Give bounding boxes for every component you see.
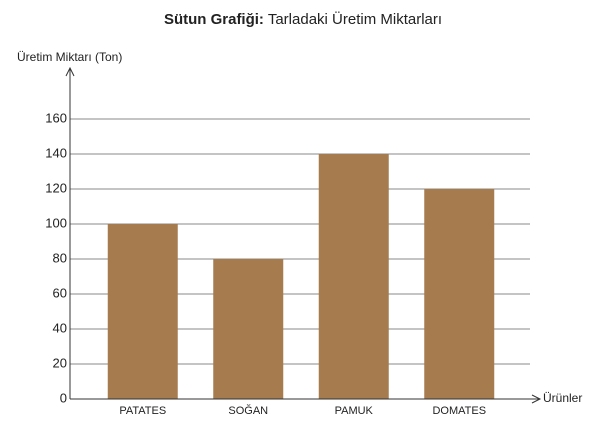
y-tick-label: 0: [60, 390, 67, 405]
bars: [107, 154, 495, 399]
y-tick-label: 60: [53, 285, 67, 300]
bar: [213, 259, 284, 399]
bar: [107, 224, 178, 399]
y-axis-label: Üretim Miktarı (Ton): [17, 50, 122, 64]
x-tick-label: SOĞAN: [228, 404, 268, 417]
y-tick-label: 100: [45, 215, 67, 230]
bar: [424, 189, 495, 399]
y-tick-label: 80: [53, 250, 67, 265]
bar: [318, 154, 389, 399]
y-tick-label: 40: [53, 320, 67, 335]
y-tick-label: 120: [45, 180, 67, 195]
x-tick-label: DOMATES: [432, 405, 486, 417]
y-tick-label: 160: [45, 110, 67, 125]
x-tick-label: PATATES: [119, 405, 166, 417]
chart-title: Sütun Grafiği: Tarladaki Üretim Miktarla…: [164, 10, 442, 28]
y-tick-label: 20: [53, 355, 67, 370]
y-axis: [65, 66, 75, 399]
title-label: Sütun Grafiği:: [164, 11, 264, 28]
x-tick-label: PAMUK: [335, 405, 374, 417]
title-text: Tarladaki Üretim Miktarları: [268, 10, 442, 28]
x-axis-label: Ürünler: [543, 391, 582, 405]
x-axis: [70, 394, 542, 404]
y-tick-label: 140: [45, 145, 67, 160]
